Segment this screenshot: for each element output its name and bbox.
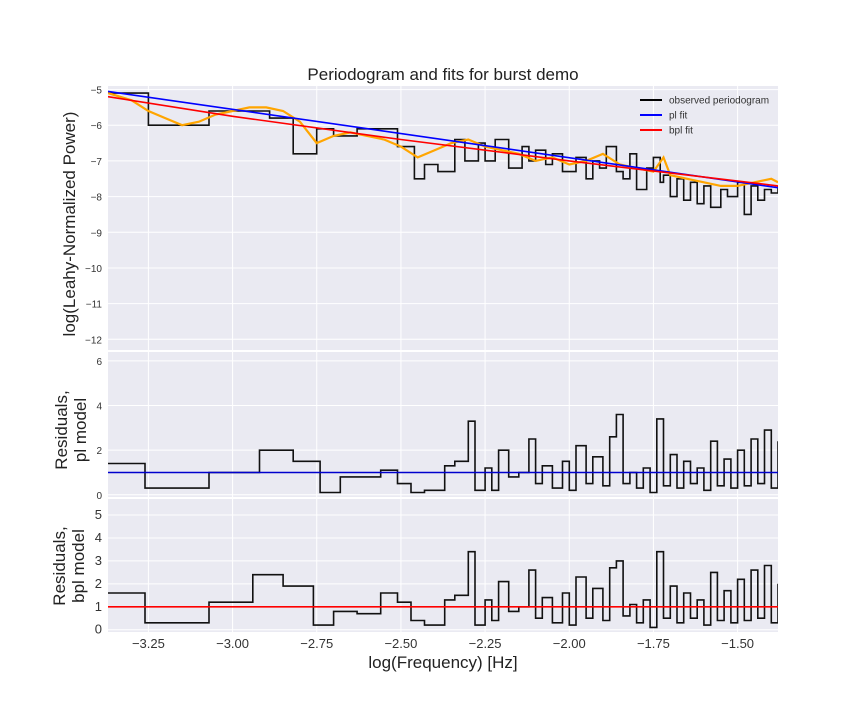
series-group-1: [108, 413, 778, 494]
y-tick-label-0-3: −8: [91, 193, 103, 204]
y-tick-label-1-3: 6: [96, 357, 102, 368]
series-group-0: [108, 90, 778, 216]
legend-label-1: pl fit: [669, 111, 688, 122]
plot-area-2: [108, 499, 778, 632]
x-tick-label-0: −3.25: [132, 636, 165, 651]
y-tick-label-0-4: −9: [91, 228, 103, 239]
y-axis-label-top: log(Leahy-Normalized Power): [60, 112, 79, 337]
x-tick-label-3: −2.50: [384, 636, 417, 651]
series-line-0-2: [108, 90, 778, 189]
y-tick-label-0-2: −7: [91, 157, 103, 168]
x-tick-label-5: −2.00: [553, 636, 586, 651]
legend: observed periodogram pl fit bpl fit: [640, 96, 769, 137]
y-axis-label-middle-line1: Residuals,: [52, 390, 71, 469]
x-tick-label-2: −2.75: [300, 636, 333, 651]
y-tick-label-1-0: 0: [96, 491, 102, 502]
series-line-1-0: [108, 413, 778, 494]
x-tick-label-6: −1.75: [637, 636, 670, 651]
y-tick-label-2-2: 2: [95, 576, 102, 591]
y-tick-label-0-6: −11: [86, 300, 103, 311]
x-axis-label: log(Frequency) [Hz]: [368, 653, 517, 672]
series-line-2-0: [108, 550, 778, 629]
series-group-2: [108, 550, 778, 629]
chart-title: Periodogram and fits for burst demo: [307, 65, 578, 84]
y-tick-label-2-1: 1: [95, 599, 102, 614]
y-tick-label-2-5: 5: [95, 507, 102, 522]
x-tick-label-7: −1.50: [721, 636, 754, 651]
y-tick-label-2-4: 4: [95, 530, 102, 545]
series-line-0-3: [108, 95, 778, 187]
y-tick-label-0-7: −12: [85, 335, 102, 346]
y-axis-label-bottom-line2: bpl model: [69, 529, 88, 603]
panel-residuals-pl: 0 2 4 6: [96, 352, 778, 502]
y-tick-label-2-3: 3: [95, 553, 102, 568]
legend-label-0: observed periodogram: [669, 96, 769, 107]
y-tick-label-0-5: −10: [85, 264, 102, 275]
plot-area-0: [108, 86, 778, 350]
legend-label-2: bpl fit: [669, 126, 693, 137]
y-tick-label-1-1: 2: [96, 446, 102, 457]
y-axis-label-bottom-line1: Residuals,: [50, 526, 69, 605]
y-tick-label-2-0: 0: [95, 622, 102, 637]
x-tick-label-1: −3.00: [216, 636, 249, 651]
y-axis-label-middle-line2: pl model: [71, 398, 90, 462]
panel-periodogram: −5 −6 −7 −8 −9 −10 −11 −12 observed periodogram p…: [85, 86, 778, 350]
y-tick-label-0-0: −5: [91, 86, 103, 97]
y-tick-label-1-2: 4: [96, 402, 102, 413]
y-tick-label-0-1: −6: [91, 121, 103, 132]
x-tick-label-4: −2.25: [469, 636, 502, 651]
panel-residuals-bpl: 0 1 2 3 4 5 −3.25 −3.00 −2.75 −2.50 −2.25 −2.00 −1.7…: [95, 499, 778, 651]
